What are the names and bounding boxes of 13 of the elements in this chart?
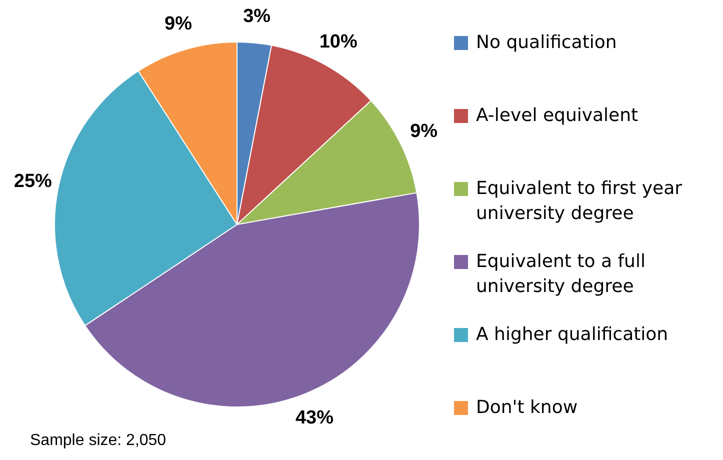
- legend-label: No qualification: [476, 31, 617, 55]
- data-label: 3%: [243, 6, 271, 28]
- legend-label: A higher qualification: [476, 323, 668, 347]
- data-label: 9%: [410, 121, 438, 142]
- data-label: 10%: [319, 32, 358, 53]
- data-label: 43%: [295, 407, 334, 428]
- data-label: 25%: [14, 171, 52, 192]
- data-label: 9%: [164, 14, 192, 35]
- legend-label: A-level equivalent: [476, 104, 638, 128]
- text: Sample size: 2,050: [30, 432, 166, 450]
- legend-label: Equivalent to first year university degree: [476, 177, 683, 226]
- legend-label: Don't know: [476, 396, 578, 420]
- legend-label: Equivalent to a full university degree: [476, 250, 646, 299]
